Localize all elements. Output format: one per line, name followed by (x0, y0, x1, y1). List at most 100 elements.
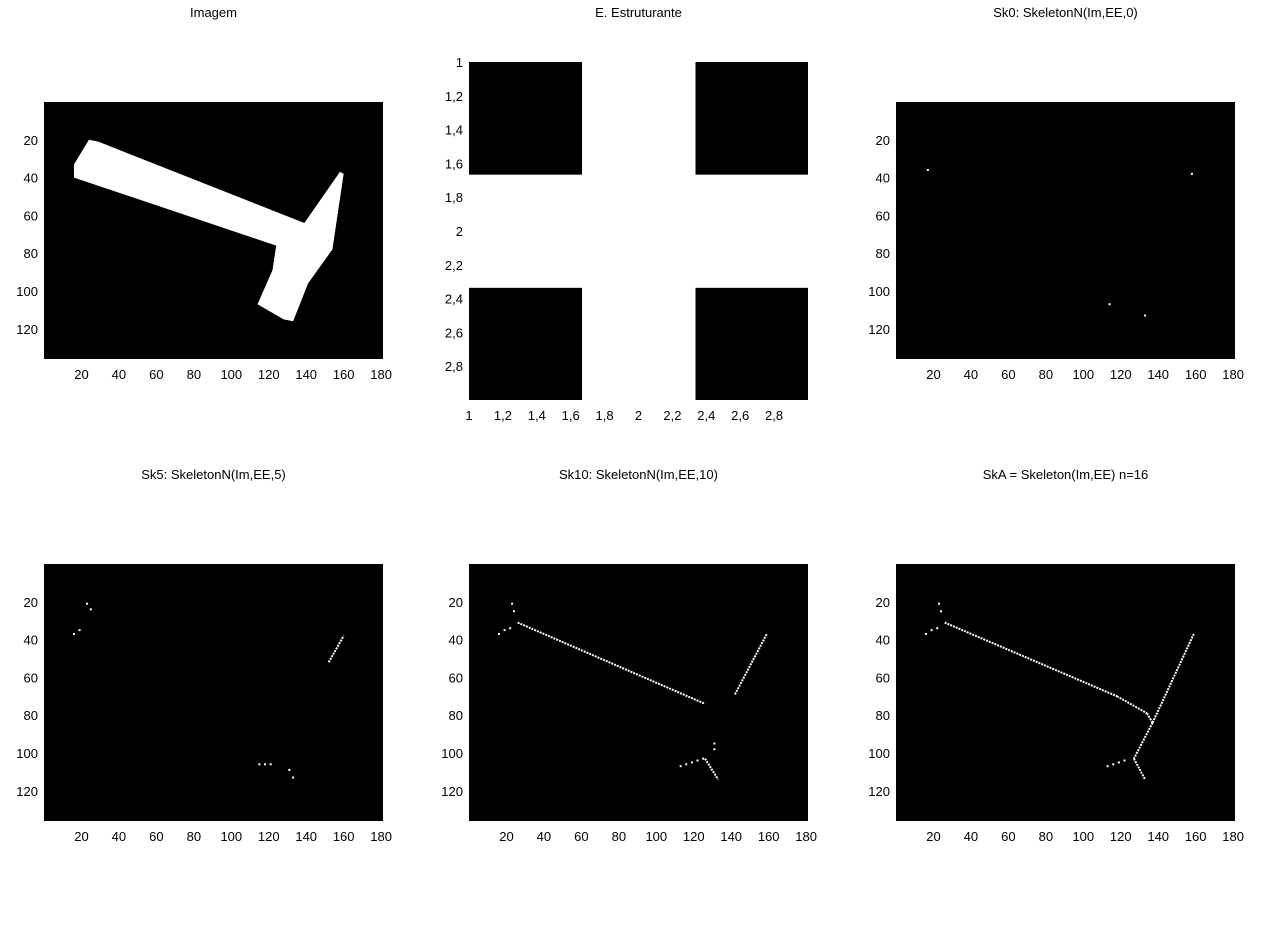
y-tick-label: 20 (24, 133, 38, 148)
y-tick-label: 2,6 (445, 325, 463, 340)
x-tick-label: 40 (964, 829, 978, 844)
x-tick-label: 1,8 (596, 408, 614, 423)
x-tick-label: 180 (370, 367, 392, 382)
panel-title: Imagem (190, 5, 237, 20)
x-tick-label: 160 (333, 367, 355, 382)
skeleton-pixel (1106, 765, 1109, 768)
panel-title: E. Estruturante (595, 5, 682, 20)
x-tick-label: 20 (926, 367, 940, 382)
x-tick-label: 40 (964, 367, 978, 382)
x-tick-label: 40 (112, 829, 126, 844)
x-tick-label: 120 (683, 829, 705, 844)
y-tick-label: 80 (24, 708, 38, 723)
x-tick-label: 80 (1039, 367, 1053, 382)
y-tick-label: 40 (24, 633, 38, 648)
panel-title: Sk5: SkeletonN(Im,EE,5) (141, 467, 286, 482)
x-tick-label: 180 (1222, 829, 1244, 844)
skeleton-segment (1151, 633, 1195, 724)
x-tick-label: 160 (1185, 367, 1207, 382)
image-content (73, 139, 344, 322)
y-tick-label: 40 (449, 633, 463, 648)
y-tick-label: 100 (16, 284, 38, 299)
y-tick-label: 1 (456, 55, 463, 70)
skeleton-pixel (497, 632, 500, 635)
y-tick-label: 80 (449, 708, 463, 723)
image-content (926, 169, 1193, 317)
x-tick-label: 2,8 (765, 408, 783, 423)
y-tick-label: 120 (16, 784, 38, 799)
y-tick-label: 60 (876, 670, 890, 685)
y-tick-label: 2,2 (445, 258, 463, 273)
image-content (469, 62, 808, 400)
x-tick-label: 1,2 (494, 408, 512, 423)
panel-2: E. Estruturante 1 1,2 1,4 1,6 1,8 2 2,2 2,4 2,6 2,… (445, 5, 808, 423)
skeleton-pixel (696, 759, 699, 762)
skeleton-pixel (690, 761, 693, 764)
x-tick-label: 60 (149, 367, 163, 382)
skeleton-pixel (511, 602, 514, 605)
y-tick-label: 60 (876, 208, 890, 223)
x-tick-label: 100 (645, 829, 667, 844)
x-tick-label: 80 (187, 367, 201, 382)
image-area (469, 564, 808, 821)
x-tick-label: 20 (926, 829, 940, 844)
matrix-cell (695, 174, 808, 288)
x-tick-label: 60 (574, 829, 588, 844)
x-tick-label: 160 (333, 829, 355, 844)
image-content (924, 602, 1195, 780)
y-tick-label: 100 (868, 746, 890, 761)
skeleton-pixel (1144, 314, 1147, 317)
x-tick-label: 100 (1072, 367, 1094, 382)
matrix-cell (582, 174, 696, 288)
y-tick-label: 60 (24, 208, 38, 223)
skeleton-pixel (930, 629, 933, 632)
x-tick-label: 2,2 (663, 408, 681, 423)
x-tick-label: 160 (758, 829, 780, 844)
skeleton-pixel (713, 742, 716, 745)
panel-1: Imagem 20 40 60 80 100 120 140 160 180 20 40 60 80 100… (16, 5, 392, 382)
skeleton-pixel (269, 763, 272, 766)
skeleton-pixel (926, 169, 929, 172)
x-tick-label: 60 (149, 829, 163, 844)
skeleton-pixel (78, 629, 81, 632)
x-tick-label: 120 (258, 367, 280, 382)
skeleton-pixel (924, 632, 927, 635)
skeleton-pixel (288, 768, 291, 771)
panel-title: SkA = Skeleton(Im,EE) n=16 (983, 467, 1148, 482)
skeleton-segment (327, 635, 345, 663)
x-tick-label: 1,6 (562, 408, 580, 423)
skeleton-segment (517, 621, 706, 705)
x-tick-label: 20 (74, 829, 88, 844)
skeleton-pixel (72, 632, 75, 635)
y-tick-label: 40 (24, 171, 38, 186)
skeleton-pixel (685, 763, 688, 766)
x-tick-label: 100 (220, 829, 242, 844)
x-tick-label: 180 (795, 829, 817, 844)
x-tick-label: 180 (1222, 367, 1244, 382)
y-tick-label: 40 (876, 633, 890, 648)
y-tick-label: 40 (876, 171, 890, 186)
image-area (896, 564, 1235, 821)
y-tick-label: 120 (868, 784, 890, 799)
skeleton-pixel (292, 776, 295, 779)
skeleton-segment (734, 633, 768, 695)
y-tick-label: 100 (868, 284, 890, 299)
x-tick-label: 40 (112, 367, 126, 382)
y-tick-label: 100 (441, 746, 463, 761)
x-tick-label: 2,6 (731, 408, 749, 423)
skeleton-segment (704, 758, 719, 780)
y-tick-label: 1,2 (445, 89, 463, 104)
x-tick-label: 120 (1110, 367, 1132, 382)
y-tick-label: 2,4 (445, 292, 463, 307)
x-tick-label: 100 (220, 367, 242, 382)
y-tick-label: 100 (16, 746, 38, 761)
panel-title: Sk10: SkeletonN(Im,EE,10) (559, 467, 718, 482)
skeleton-pixel (1123, 759, 1126, 762)
y-tick-label: 1,6 (445, 156, 463, 171)
skeleton-segment (944, 621, 1118, 698)
matrix-cell (582, 287, 696, 400)
x-tick-label: 1,4 (528, 408, 546, 423)
y-tick-label: 120 (868, 322, 890, 337)
